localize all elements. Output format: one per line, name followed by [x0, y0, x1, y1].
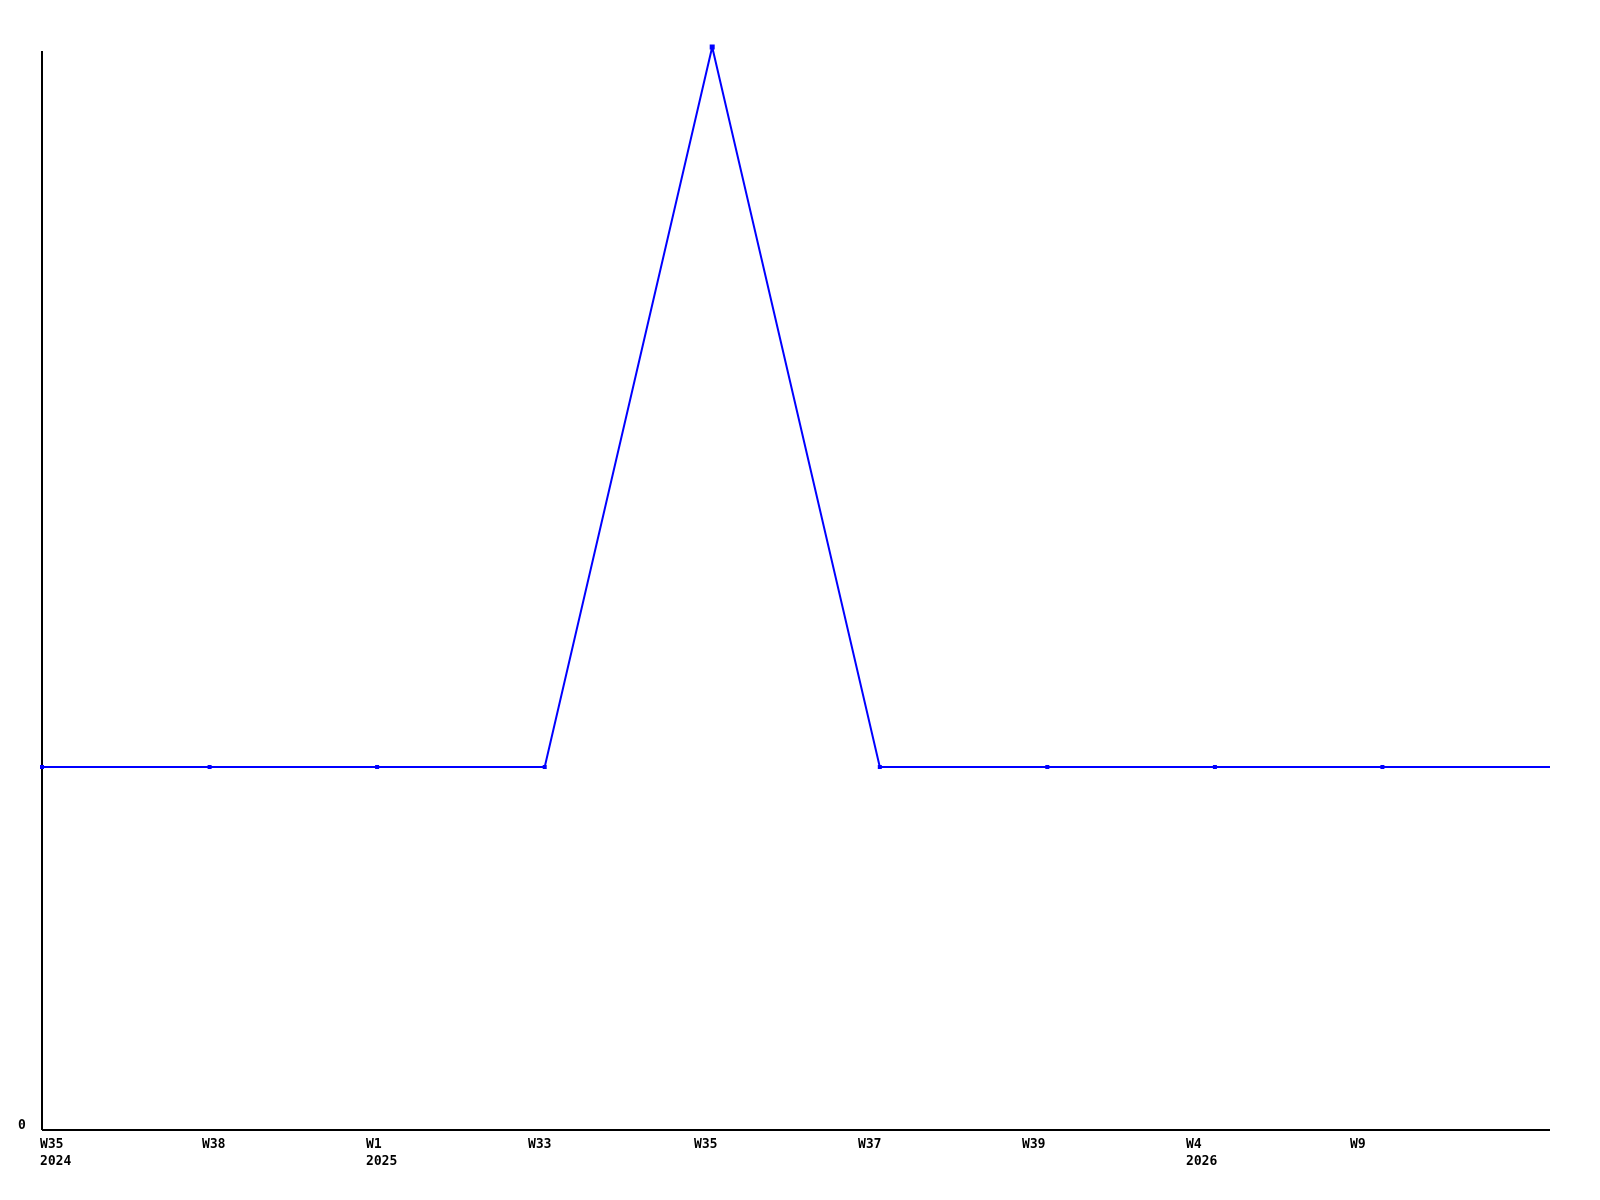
tick-week-text: W4 [1186, 1137, 1202, 1152]
data-point-marker [542, 765, 547, 769]
x-axis-tick-label-7: W4 2026 [1186, 1136, 1217, 1170]
x-axis-tick-label-5: W37 [858, 1136, 881, 1153]
tick-year-text: 2025 [366, 1154, 398, 1169]
tick-week-text: W39 [1022, 1137, 1046, 1152]
data-point-marker [1380, 765, 1385, 769]
x-axis-tick-label-8: W9 [1350, 1136, 1366, 1153]
tick-week-text: W1 [366, 1137, 382, 1152]
x-axis-tick-label-3: W33 [528, 1136, 551, 1153]
x-axis-tick-label-2: W1 2025 [366, 1136, 397, 1170]
data-point-marker-peak [709, 44, 715, 50]
y-axis-tick-label-0: 0 [18, 1118, 26, 1133]
x-axis-tick-label-1: W38 [202, 1136, 225, 1153]
tick-week-text: W33 [528, 1137, 552, 1152]
data-point-marker [207, 765, 212, 769]
tick-year-text: 2026 [1186, 1154, 1218, 1169]
data-point-marker [1045, 765, 1050, 769]
data-point-marker [877, 765, 882, 769]
x-axis-tick-label-4: W35 [694, 1136, 717, 1153]
series-line [42, 46, 1550, 768]
data-point-marker [1212, 765, 1217, 769]
tick-week-text: W37 [858, 1137, 882, 1152]
series-markers [40, 44, 1385, 769]
tick-week-text: W35 [40, 1137, 64, 1152]
x-axis-tick-label-6: W39 [1022, 1136, 1045, 1153]
data-point-marker [40, 765, 44, 769]
tick-week-text: W35 [694, 1137, 718, 1152]
tick-year-text: 2024 [40, 1154, 72, 1169]
tick-week-text: W9 [1350, 1137, 1366, 1152]
data-point-marker [375, 765, 380, 769]
x-axis-tick-label-0: W35 2024 [40, 1136, 71, 1170]
tick-week-text: W38 [202, 1137, 226, 1152]
